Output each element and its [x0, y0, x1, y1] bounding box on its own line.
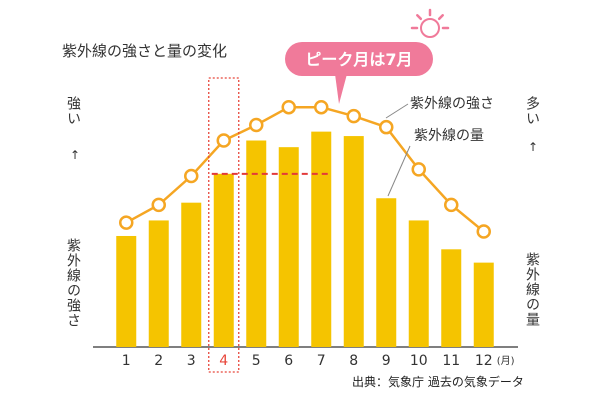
bar-series-label: 紫外線の量 — [414, 128, 484, 144]
callout-pointer — [335, 74, 347, 104]
x-tick-label: 12 — [475, 353, 493, 369]
x-tick-label: 6 — [284, 353, 293, 369]
left-axis-arrow: ↑ — [70, 148, 81, 162]
x-tick-label: 3 — [187, 353, 196, 369]
x-tick-label: 7 — [317, 353, 326, 369]
x-tick-label: 8 — [349, 353, 358, 369]
sun-ray — [416, 14, 423, 21]
bar-month-11 — [441, 249, 462, 347]
strength-point-4 — [216, 133, 231, 148]
bar-month-9 — [376, 198, 397, 347]
bar-month-8 — [343, 136, 364, 347]
strength-point-1 — [119, 215, 134, 230]
bar-month-7 — [311, 131, 332, 347]
bar-month-4 — [213, 173, 234, 347]
sun-icon — [410, 8, 450, 38]
sun-ray — [437, 14, 444, 21]
left-axis-top-label: 強い — [65, 96, 81, 126]
bar-month-5 — [246, 140, 267, 347]
bar-month-6 — [278, 147, 299, 347]
callout-text: ピーク月は7月 — [305, 50, 412, 69]
x-tick-label: 9 — [382, 353, 391, 369]
right-axis-top-label: 多い — [524, 96, 540, 126]
x-unit-label: (月) — [497, 355, 515, 367]
source-note: 出典：気象庁 過去の気象データ — [352, 375, 524, 389]
strength-point-3 — [184, 168, 199, 184]
x-tick-label: 1 — [122, 353, 131, 369]
bar-series-leader — [387, 145, 411, 197]
right-axis-label: 紫外線の量 — [524, 252, 540, 327]
strength-point-6 — [281, 99, 296, 115]
x-tick-label: 11 — [442, 353, 460, 369]
x-tick-label: 5 — [252, 353, 261, 369]
chart-title: 紫外線の強さと量の変化 — [62, 42, 228, 60]
strength-point-7 — [314, 99, 329, 115]
strength-line — [125, 105, 485, 233]
line-series-leader — [385, 103, 409, 119]
strength-point-10 — [411, 162, 426, 177]
line-series-label: 紫外線の強さ — [410, 96, 494, 112]
strength-point-9 — [379, 119, 394, 135]
strength-point-8 — [346, 108, 361, 124]
bar-month-1 — [116, 235, 137, 347]
strength-point-11 — [444, 197, 459, 213]
left-axis-label: 紫外線の強さ — [65, 238, 81, 328]
x-tick-label: 4 — [219, 353, 228, 369]
bar-month-10 — [408, 220, 429, 347]
strength-point-5 — [249, 117, 264, 133]
x-tick-label: 2 — [154, 353, 163, 369]
bar-month-3 — [181, 202, 202, 347]
bar-month-12 — [473, 262, 494, 347]
strength-point-2 — [151, 197, 166, 213]
right-axis-arrow: ↑ — [528, 140, 539, 154]
callout-bubble — [285, 42, 433, 76]
strength-point-12 — [476, 224, 491, 239]
highlight-box-april — [208, 77, 240, 373]
bar-month-2 — [148, 220, 169, 347]
x-tick-label: 10 — [410, 353, 428, 369]
sun-core — [420, 18, 440, 38]
